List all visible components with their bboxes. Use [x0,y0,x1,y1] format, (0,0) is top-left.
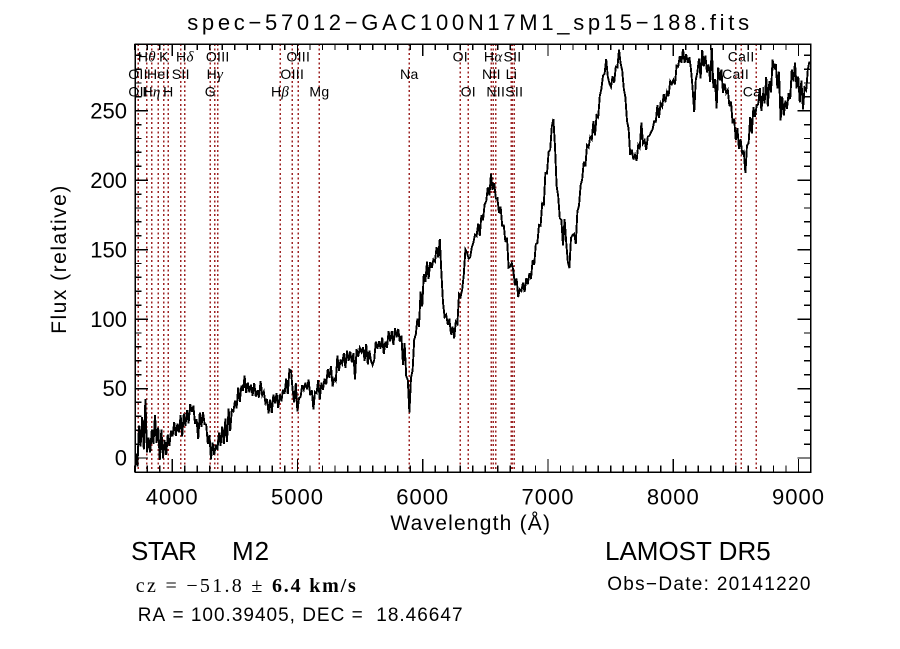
svg-text:STAR: STAR [131,536,196,566]
svg-text:Obs−Date: 20141220: Obs−Date: 20141220 [607,574,812,595]
svg-text:OI: OI [461,84,476,100]
svg-text:Hα: Hα [484,49,503,66]
svg-text:Mg: Mg [309,84,329,100]
svg-text:G: G [205,84,216,100]
svg-text:LAMOST DR5: LAMOST DR5 [605,536,771,566]
svg-text:M2: M2 [232,536,270,566]
svg-text:4000: 4000 [146,484,199,509]
svg-text:6000: 6000 [396,484,449,509]
svg-text:Wavelength (Å): Wavelength (Å) [390,512,551,535]
svg-text:Hγ: Hγ [207,66,224,83]
svg-text:spec−57012−GAC100N17M1_sp15−18: spec−57012−GAC100N17M1_sp15−188.fits [187,10,753,35]
svg-text:8000: 8000 [647,484,700,509]
svg-text:200: 200 [90,168,127,193]
svg-text:SII: SII [172,66,190,82]
svg-text:OI: OI [453,49,468,65]
svg-text:0: 0 [115,446,127,471]
svg-text:NII: NII [482,66,501,82]
svg-text:5000: 5000 [271,484,324,509]
svg-text:50: 50 [103,376,127,401]
svg-text:RA = 100.39405, DEC = 18.4664: RA = 100.39405, DEC = 18.46647 [138,605,464,626]
svg-text:Hθ: Hθ [138,49,156,66]
svg-text:CaII: CaII [722,66,749,82]
svg-text:100: 100 [90,307,127,332]
svg-text:CaII: CaII [743,84,770,100]
svg-text:Hβ: Hβ [271,84,289,101]
svg-text:K: K [159,49,169,65]
svg-text:OII: OII [128,66,148,82]
svg-text:H: H [163,84,173,100]
svg-text:cz = −51.8 ± 6.4 km/s: cz = −51.8 ± 6.4 km/s [136,575,358,597]
svg-text:CaII: CaII [728,49,755,65]
svg-text:150: 150 [90,237,127,262]
svg-text:HeI: HeI [147,66,170,82]
svg-text:Li: Li [506,66,518,82]
svg-text:OII: OII [128,84,148,100]
svg-text:SII: SII [505,84,523,100]
svg-text:OIII: OIII [286,49,310,65]
svg-text:NII: NII [486,84,505,100]
svg-text:OIII: OIII [206,49,230,65]
svg-text:SII: SII [503,49,521,65]
svg-text:OIII: OIII [280,66,304,82]
svg-text:Hδ: Hδ [176,49,194,66]
svg-text:9000: 9000 [772,484,825,509]
svg-text:250: 250 [90,99,127,124]
svg-text:Na: Na [400,66,419,82]
svg-text:7000: 7000 [522,484,575,509]
svg-text:Hη: Hη [143,84,161,101]
svg-text:Flux (relative): Flux (relative) [48,184,71,334]
